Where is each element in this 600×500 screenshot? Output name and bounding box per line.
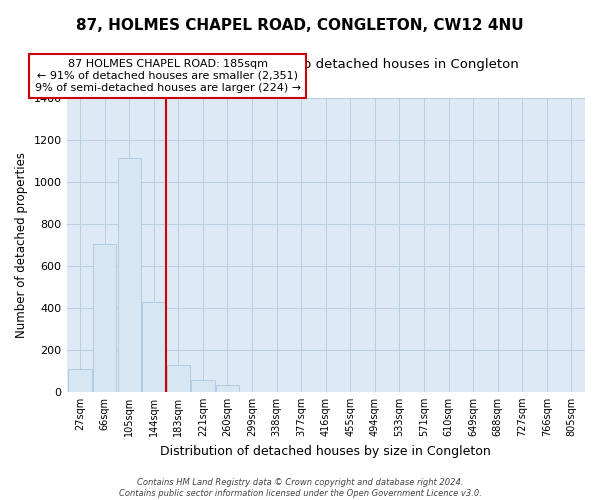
Bar xyxy=(191,380,215,392)
Text: 87, HOLMES CHAPEL ROAD, CONGLETON, CW12 4NU: 87, HOLMES CHAPEL ROAD, CONGLETON, CW12 … xyxy=(76,18,524,32)
Bar xyxy=(118,158,141,392)
Bar xyxy=(142,302,166,392)
Text: 87 HOLMES CHAPEL ROAD: 185sqm
← 91% of detached houses are smaller (2,351)
9% of: 87 HOLMES CHAPEL ROAD: 185sqm ← 91% of d… xyxy=(35,60,301,92)
Y-axis label: Number of detached properties: Number of detached properties xyxy=(15,152,28,338)
Bar xyxy=(216,385,239,392)
Bar xyxy=(93,244,116,392)
X-axis label: Distribution of detached houses by size in Congleton: Distribution of detached houses by size … xyxy=(160,444,491,458)
Bar xyxy=(167,364,190,392)
Text: Contains HM Land Registry data © Crown copyright and database right 2024.
Contai: Contains HM Land Registry data © Crown c… xyxy=(119,478,481,498)
Bar xyxy=(68,369,92,392)
Title: Size of property relative to detached houses in Congleton: Size of property relative to detached ho… xyxy=(133,58,518,71)
